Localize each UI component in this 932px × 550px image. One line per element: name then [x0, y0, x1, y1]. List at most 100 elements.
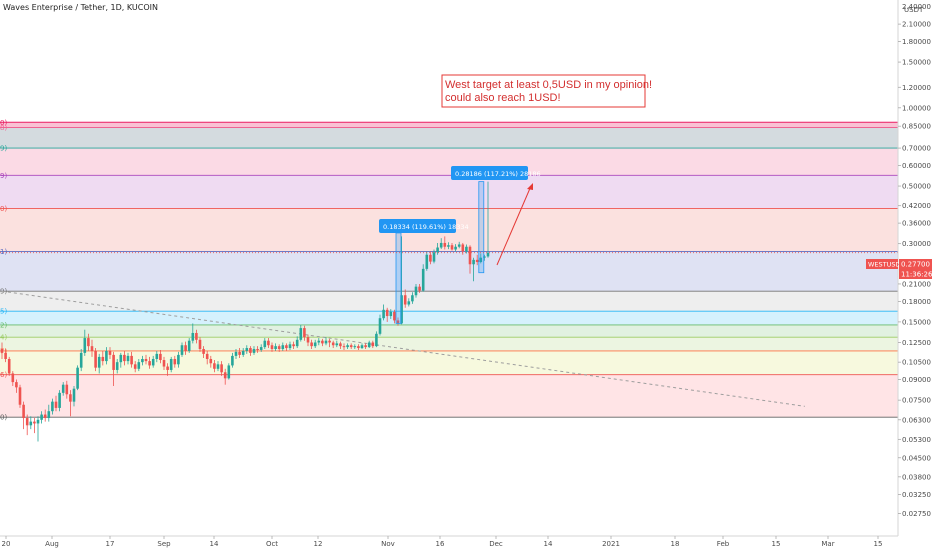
candle-body-120 — [432, 252, 436, 262]
candle-body-112 — [403, 295, 407, 305]
fib-level-label-9: 4) — [0, 334, 7, 342]
time-tick-label-14: 15 — [772, 540, 781, 548]
fib-band-2 — [0, 148, 898, 176]
candle-body-77 — [277, 346, 281, 349]
candle-body-86 — [310, 342, 313, 347]
candle-body-12 — [43, 414, 47, 419]
candle-body-129 — [465, 246, 468, 252]
fib-band-5 — [0, 251, 898, 292]
candle-body-83 — [299, 328, 303, 340]
fib-bands — [0, 122, 898, 418]
candle-body-109 — [393, 311, 396, 321]
measure-label-1[interactable]: 0.18334 (119.61%) 18334 — [379, 219, 469, 233]
fib-band-11 — [0, 374, 898, 418]
fib-band-3 — [0, 175, 898, 209]
candle-body-106 — [382, 309, 385, 319]
candles — [0, 181, 490, 442]
candle-body-22 — [79, 352, 83, 368]
time-axis-ticks[interactable]: 20 Aug 17 Sep 14 Oct 12 Nov 16 Dec 14 2021 18 Feb 15 Ma… — [2, 536, 883, 548]
candle-body-117 — [421, 268, 425, 291]
time-tick-label-8: 16 — [436, 540, 445, 548]
fib-level-label-12: 0) — [0, 414, 7, 422]
price-tick-label-20: 0.07500 — [902, 397, 931, 405]
candle-body-48 — [173, 358, 177, 365]
candle-body-10 — [36, 419, 40, 424]
candle-body-123 — [443, 242, 447, 247]
price-tick-label-17: 0.12500 — [902, 339, 931, 347]
candle-body-108 — [389, 311, 393, 317]
badge-countdown: 11:36:26 — [901, 271, 932, 279]
candle-body-95 — [342, 346, 346, 348]
price-axis-currency: USDT — [904, 6, 924, 14]
price-tick-label-14: 0.21000 — [902, 280, 931, 288]
candle-body-6 — [22, 404, 25, 419]
candle-body-91 — [328, 340, 331, 343]
candle-body-39 — [141, 358, 144, 363]
price-axis-ticks[interactable]: 2.10000 1.80000 1.50000 1.20000 1.00000 0.850… — [898, 21, 931, 518]
candle-body-21 — [76, 367, 79, 389]
candle-body-57 — [205, 353, 209, 359]
price-tick-label-9: 0.50000 — [902, 183, 931, 191]
candle-body-76 — [274, 346, 277, 349]
price-tick-label-6: 0.85000 — [902, 123, 931, 131]
candle-body-87 — [313, 342, 317, 347]
projection-arrow[interactable] — [496, 183, 533, 266]
candle-body-47 — [169, 358, 173, 370]
candle-body-62 — [223, 372, 227, 379]
candle-body-55 — [198, 339, 202, 349]
fib-band-8 — [0, 324, 898, 338]
fib-band-10 — [0, 350, 898, 375]
candle-body-20 — [72, 388, 76, 402]
candle-body-101 — [364, 345, 367, 348]
candle-body-52 — [187, 340, 191, 351]
candle-body-41 — [148, 361, 151, 366]
target-note[interactable]: West target at least 0,5USD in my opinio… — [441, 74, 652, 108]
price-tick-label-12: 0.30000 — [902, 240, 931, 248]
measure-box-1[interactable] — [395, 232, 402, 324]
fib-band-1 — [0, 127, 898, 149]
candle-body-36 — [130, 355, 133, 365]
time-tick-label-6: 12 — [314, 540, 323, 548]
measure-box-2[interactable] — [478, 181, 485, 274]
price-tick-label-1: 2.10000 — [902, 21, 931, 29]
candle-body-37 — [133, 364, 137, 369]
candle-body-15 — [54, 401, 58, 408]
chart-title: Waves Enterprise / Tether, 1D, KUCOIN — [3, 3, 158, 12]
candle-body-25 — [90, 346, 94, 351]
candle-body-32 — [115, 362, 119, 370]
fib-level-label-4: 0) — [0, 205, 7, 213]
price-tick-label-5: 1.00000 — [902, 104, 931, 112]
note-line-1: West target at least 0,5USD in my opinio… — [445, 79, 652, 91]
candle-body-11 — [40, 414, 43, 420]
candle-body-56 — [202, 348, 205, 354]
candle-body-102 — [367, 342, 371, 348]
price-tick-label-3: 1.50000 — [902, 59, 931, 67]
candle-body-127 — [457, 244, 461, 247]
candle-body-44 — [159, 353, 162, 361]
badge-symbol: WESTUSDT — [868, 261, 905, 269]
time-tick-label-12: 18 — [671, 540, 680, 548]
candle-body-38 — [137, 362, 141, 369]
candle-body-135 — [486, 252, 490, 257]
candle-body-23 — [83, 338, 87, 353]
time-tick-label-3: Sep — [157, 540, 171, 548]
candle-body-27 — [97, 356, 101, 368]
time-tick-label-1: Aug — [45, 540, 59, 548]
candle-body-43 — [155, 353, 159, 359]
measure-label-2[interactable]: 0.28186 (117.21%) 28186 — [451, 166, 541, 180]
candle-body-70 — [252, 348, 256, 353]
price-tick-label-2: 1.80000 — [902, 38, 931, 46]
fib-level-label-1: 8) — [0, 124, 7, 132]
candle-body-61 — [220, 364, 223, 373]
candle-body-80 — [288, 344, 292, 349]
candle-body-45 — [162, 360, 166, 367]
candle-body-121 — [436, 247, 439, 253]
candle-body-17 — [61, 384, 65, 393]
last-price-badge: WESTUSDT 0.27700 11:36:26 — [866, 259, 932, 279]
candle-body-42 — [151, 358, 155, 366]
candle-body-105 — [378, 318, 382, 334]
price-tick-label-26: 0.02750 — [902, 510, 931, 518]
candle-body-54 — [195, 332, 198, 340]
candle-body-9 — [33, 421, 36, 424]
